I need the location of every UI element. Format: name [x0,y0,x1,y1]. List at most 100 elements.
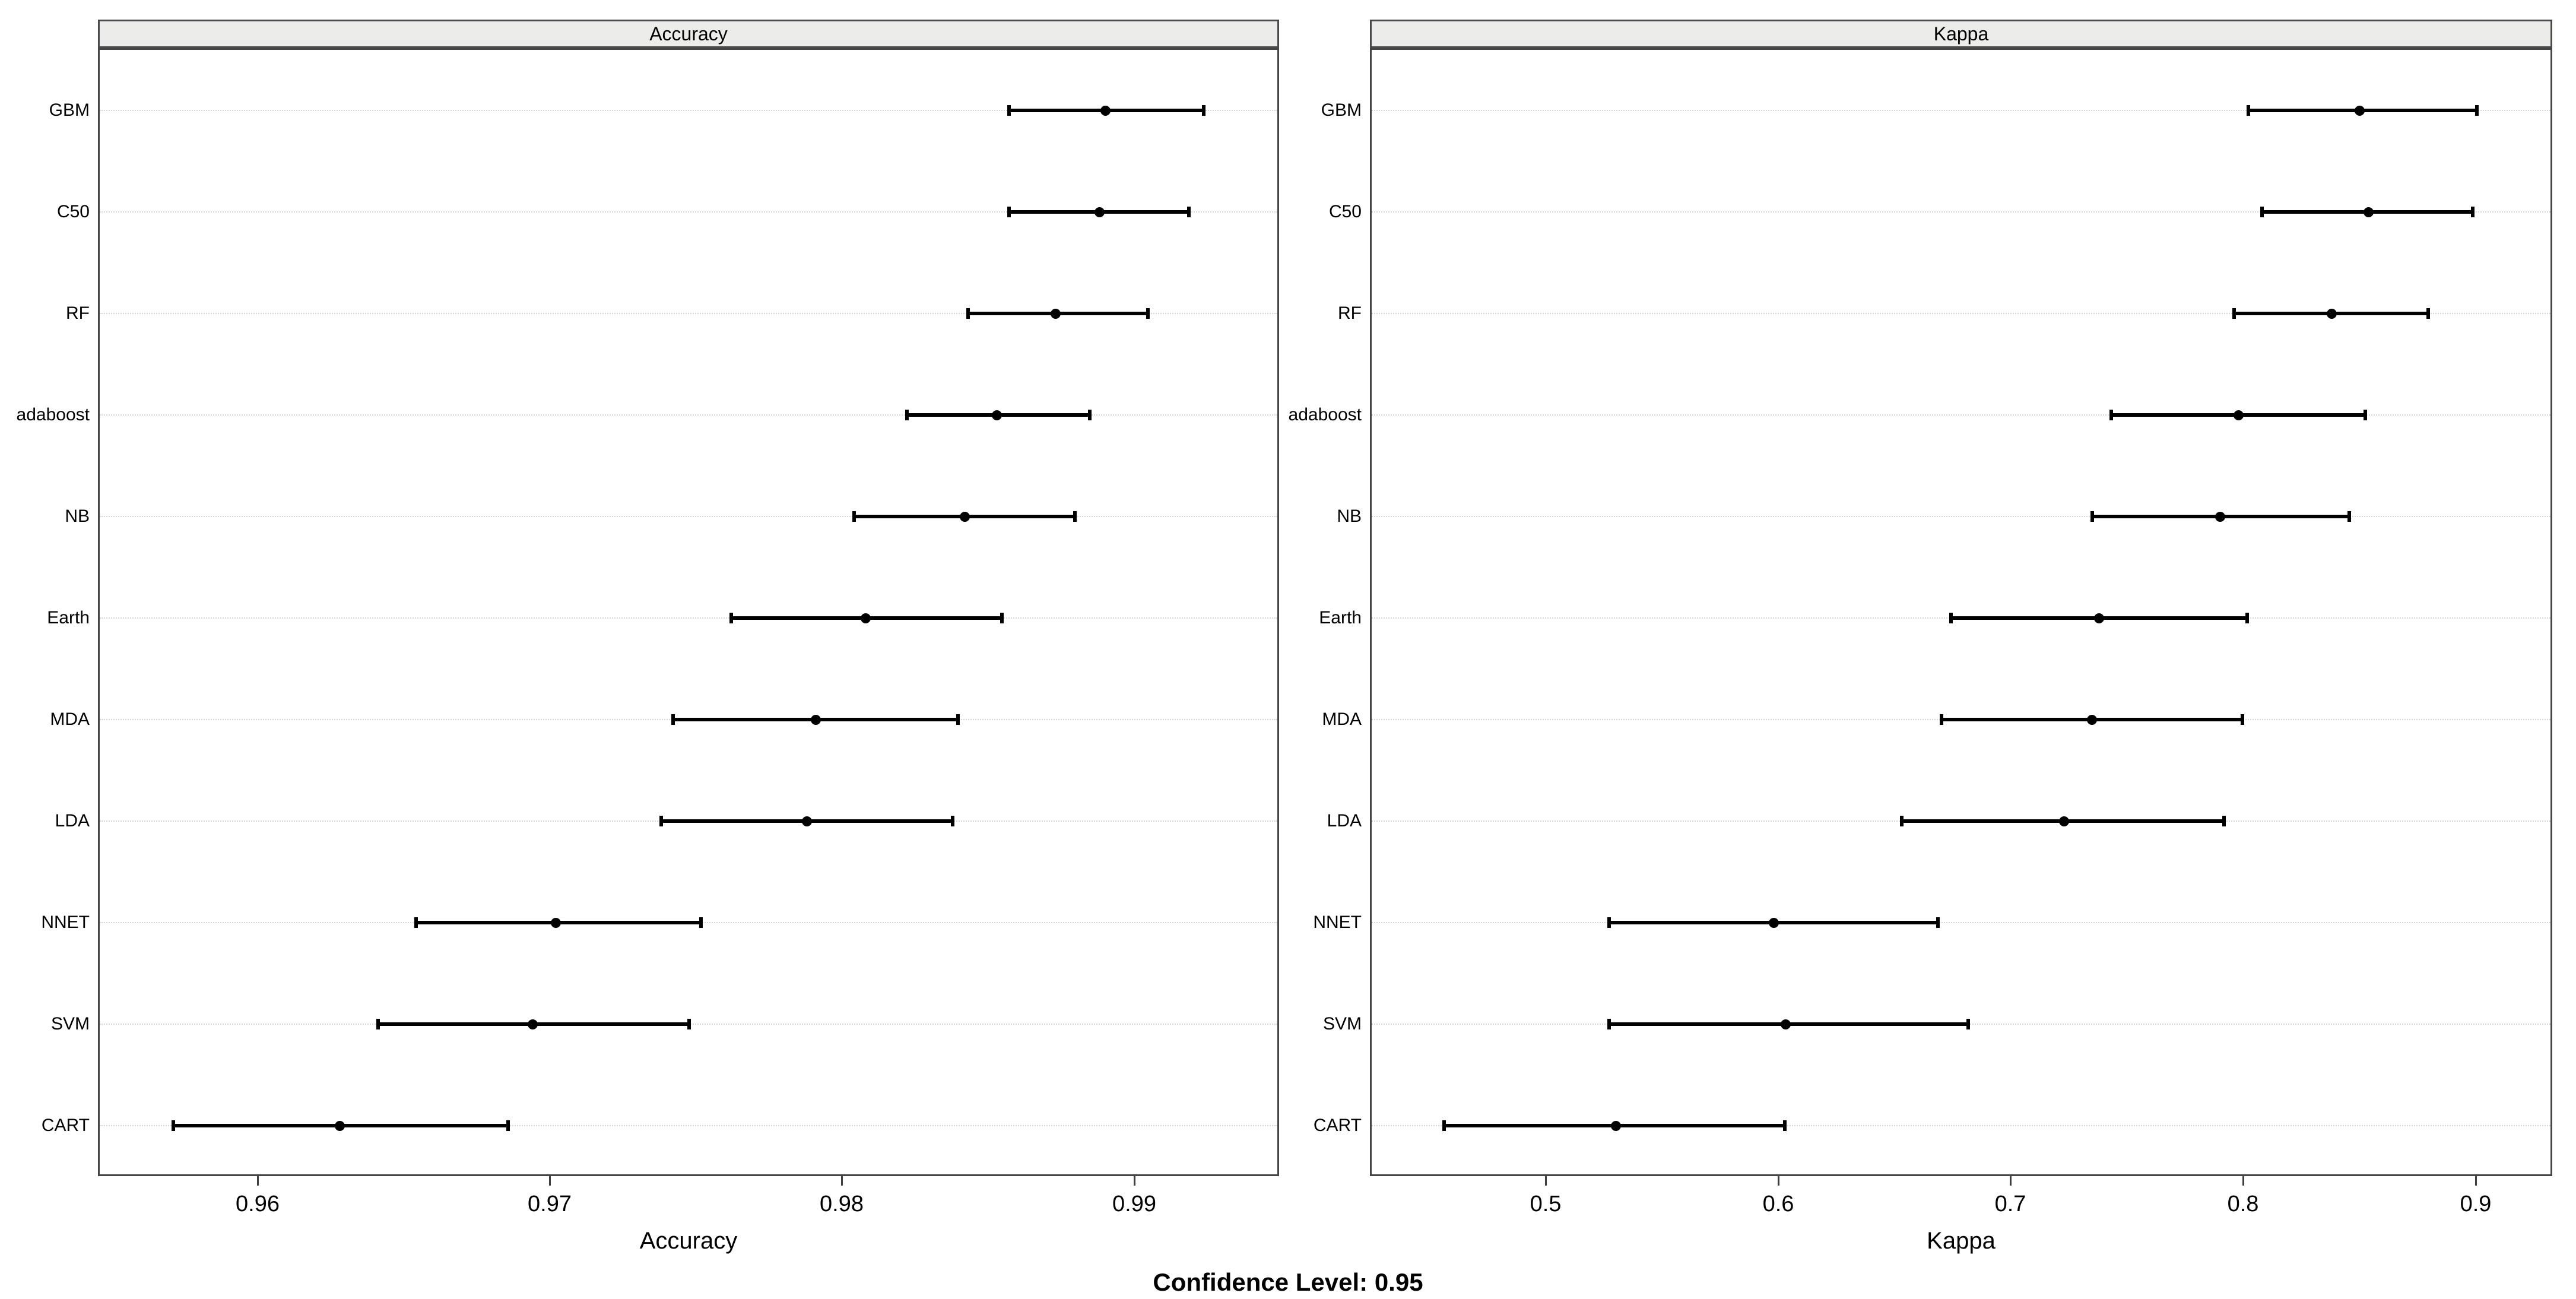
panel-strip: Accuracy [98,20,1279,48]
gridline [100,1125,1277,1126]
y-label-NB: NB [1337,506,1362,526]
ci-cap-lower [414,917,418,928]
gridline [1372,1125,2550,1126]
mean-dot [2364,207,2374,217]
y-label-NB: NB [65,506,90,526]
accuracy-panel: Accuracy [98,20,1279,1176]
mean-dot [528,1019,538,1029]
kappa-panel: Kappa [1370,20,2552,1176]
ci-cap-upper [1966,1019,1970,1029]
y-label-MDA: MDA [50,709,90,729]
y-label-RF: RF [1338,303,1362,323]
x-tick [2475,1176,2477,1186]
ci-cap-upper [956,714,960,725]
x-tick [1545,1176,1547,1186]
mean-dot [2059,816,2069,826]
ci-cap-upper [506,1120,510,1131]
y-label-NNET: NNET [1313,913,1362,932]
gridline [1372,313,2550,314]
ci-cap-lower [1442,1120,1446,1131]
gridline [100,211,1277,213]
ci-cap-upper [2475,105,2479,116]
ci-cap-lower [1900,816,1904,826]
ci-cap-upper [1000,613,1004,623]
x-tick-label: 0.5 [1530,1192,1562,1216]
mean-dot [861,613,871,623]
mean-dot [2355,106,2365,116]
ci-cap-lower [852,511,856,522]
ci-cap-lower [671,714,675,725]
y-label-GBM: GBM [1321,100,1362,120]
gridline [100,110,1277,111]
ci-cap-lower [172,1120,175,1131]
ci-cap-lower [1607,1019,1611,1029]
y-label-CART: CART [1313,1116,1362,1135]
mean-dot [2094,613,2104,623]
ci-cap-upper [1202,105,1205,116]
x-tick-label: 0.96 [236,1192,280,1216]
y-label-LDA: LDA [1327,811,1362,831]
mean-dot [1769,918,1779,928]
y-label-SVM: SVM [50,1014,90,1034]
mean-dot [2087,715,2097,725]
y-label-NNET: NNET [41,913,90,932]
ci-cap-upper [1146,308,1150,319]
ci-cap-lower [376,1019,380,1029]
ci-cap-upper [1187,207,1191,217]
gridline [1372,922,2550,923]
x-tick [257,1176,259,1186]
y-label-CART: CART [41,1116,90,1135]
ci-cap-lower [1007,207,1011,217]
mean-dot [335,1121,345,1131]
y-label-Earth: Earth [1319,608,1362,628]
x-tick-label: 0.97 [528,1192,572,1216]
ci-cap-upper [2222,816,2226,826]
ci-cap-upper [2241,714,2244,725]
ci-cap-lower [659,816,663,826]
gridline [1372,414,2550,416]
ci-cap-lower [1607,917,1611,928]
mean-dot [2215,512,2225,522]
ci-cap-upper [951,816,954,826]
ci-cap-lower [729,613,733,623]
mean-dot [960,512,970,522]
y-label-SVM: SVM [1322,1014,1362,1034]
ci-cap-lower [966,308,970,319]
ci-cap-upper [2471,207,2475,217]
ci-cap-upper [2364,410,2367,420]
panel-strip-title: Accuracy [649,23,728,45]
ci-cap-upper [699,917,703,928]
y-label-adaboost: adaboost [16,405,90,424]
mean-dot [992,410,1002,420]
mean-dot [811,715,821,725]
x-tick-label: 0.98 [820,1192,864,1216]
x-tick-label: 0.99 [1112,1192,1156,1216]
gridline [100,313,1277,314]
gridline [100,414,1277,416]
y-label-RF: RF [66,303,90,323]
x-tick-label: 0.8 [2227,1192,2259,1216]
x-tick-label: 0.7 [1994,1192,2026,1216]
x-tick [1778,1176,1779,1186]
gridline [1372,110,2550,111]
y-label-C50: C50 [1328,202,1362,221]
x-tick [2242,1176,2244,1186]
y-label-MDA: MDA [1322,709,1362,729]
ci-cap-upper [1936,917,1940,928]
x-tick-label: 0.6 [1762,1192,1794,1216]
ci-cap-lower [1940,714,1943,725]
x-tick-label: 0.9 [2460,1192,2492,1216]
ci-cap-upper [2245,613,2249,623]
plot-area [98,48,1279,1176]
plot-area [1370,48,2552,1176]
ci-cap-upper [1783,1120,1787,1131]
ci-cap-upper [2347,511,2351,522]
x-tick [841,1176,843,1186]
panel-strip: Kappa [1370,20,2552,48]
y-label-GBM: GBM [49,100,90,120]
ci-cap-lower [1949,613,1953,623]
x-tick [2010,1176,2012,1186]
confidence-level-label: Confidence Level: 0.95 [1153,1268,1423,1296]
y-label-LDA: LDA [55,811,90,831]
y-label-C50: C50 [56,202,90,221]
